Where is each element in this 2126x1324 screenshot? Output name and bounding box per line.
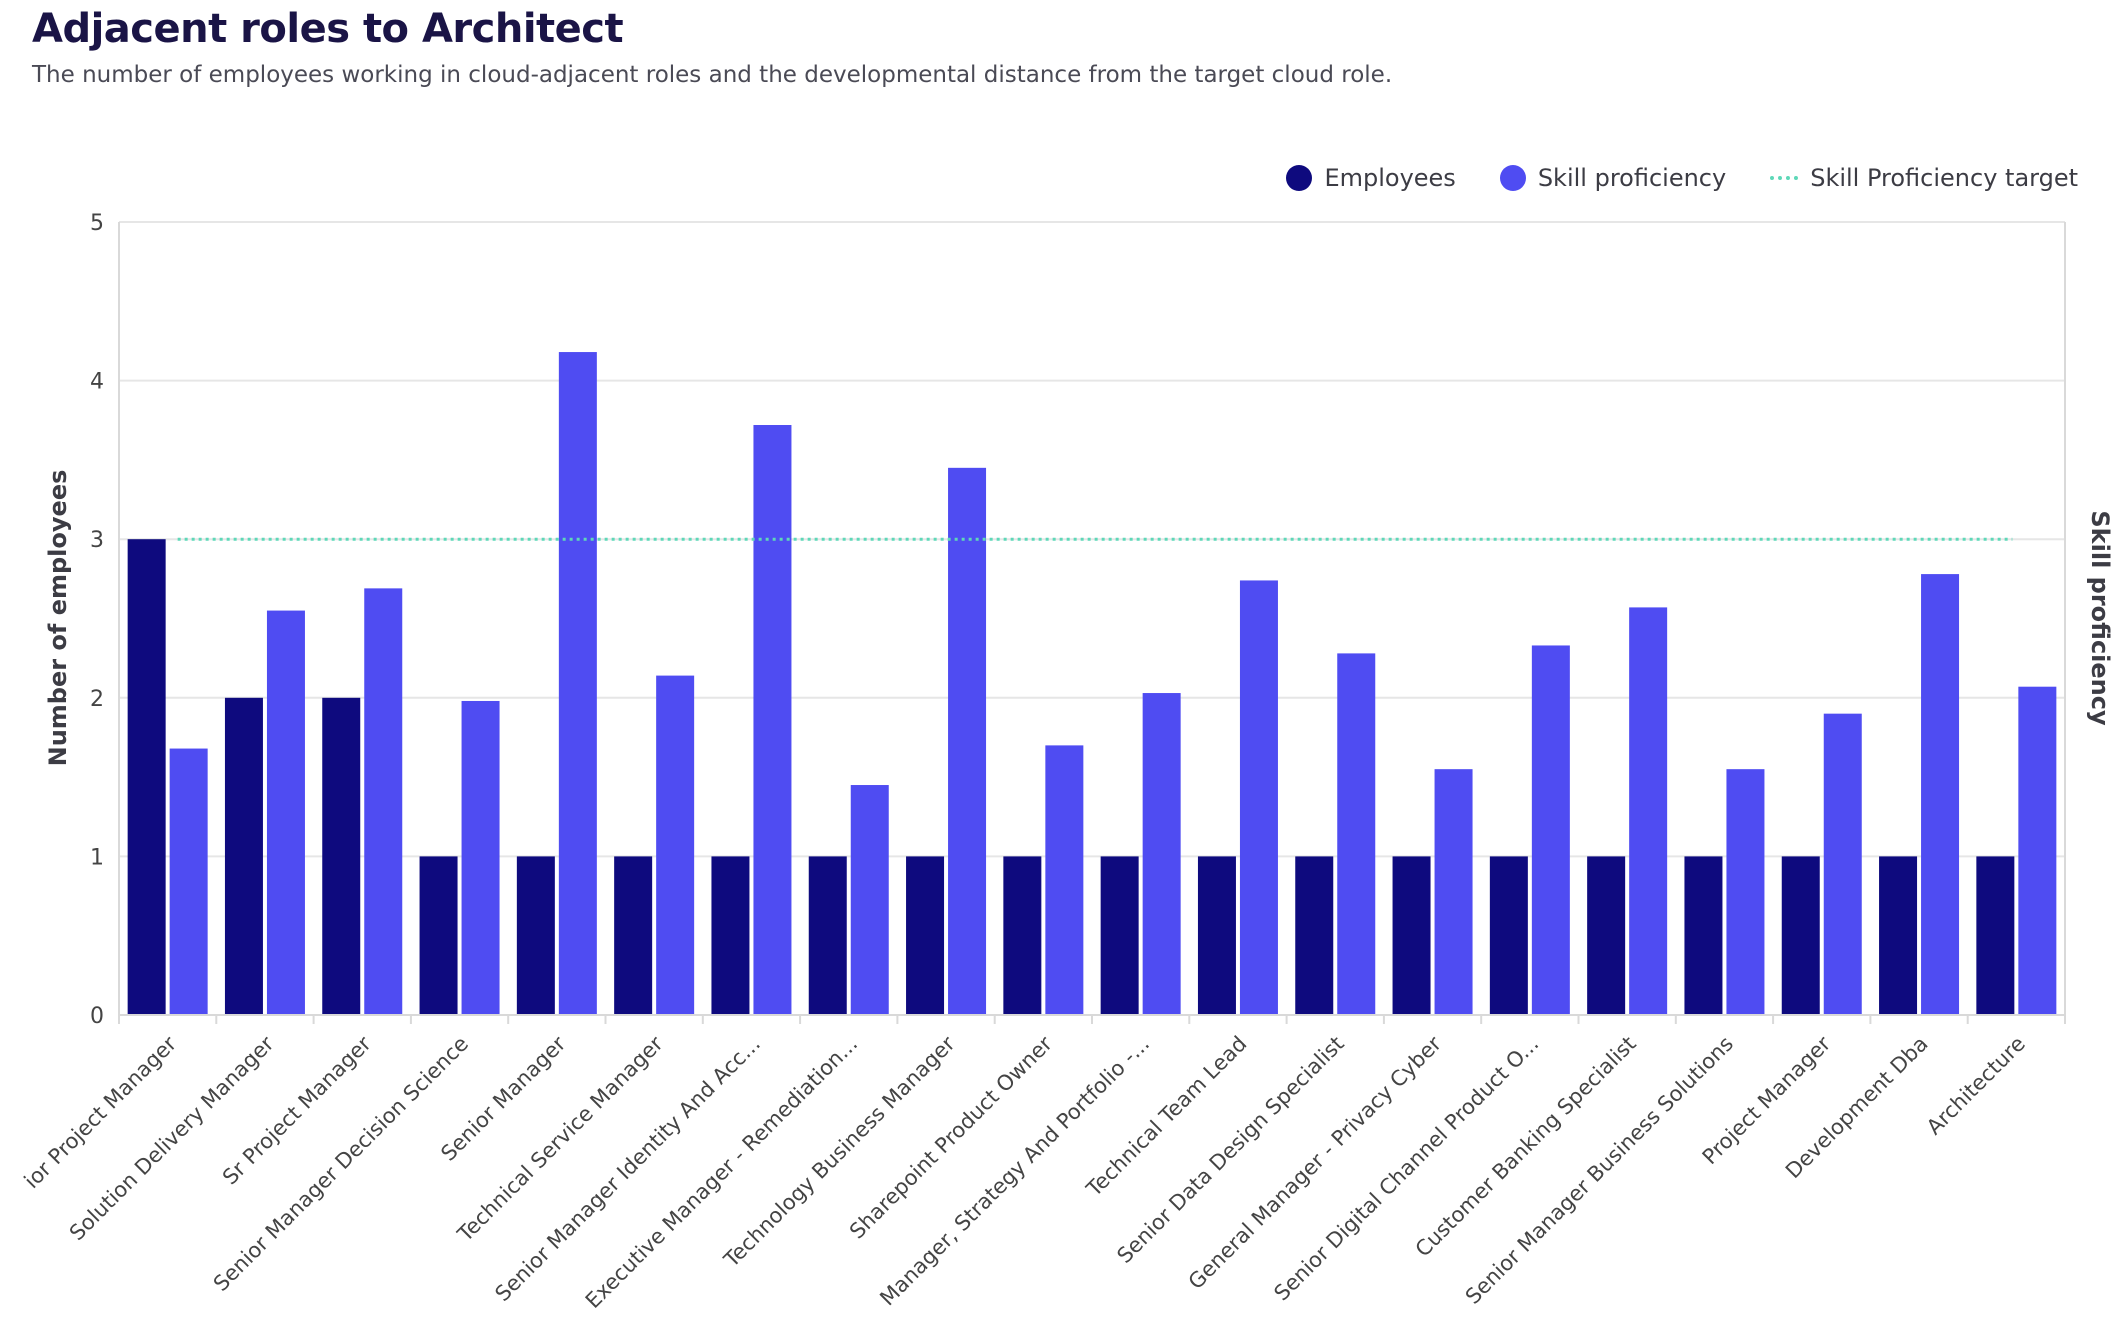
skill-proficiency-bar [1726, 769, 1765, 1015]
skill-proficiency-bar [850, 785, 889, 1015]
skill-proficiency-bar [1239, 580, 1278, 1015]
employees-bar [419, 856, 458, 1015]
x-tick-label: Technical Service Manager [452, 1031, 668, 1247]
y-tick-label: 1 [90, 845, 104, 870]
employees-bar [322, 697, 361, 1015]
employees-bar [1392, 856, 1431, 1015]
employees-bar [1100, 856, 1139, 1015]
employees-bar [1197, 856, 1236, 1015]
y-tick-label: 5 [90, 211, 104, 236]
skill-proficiency-bar [1337, 653, 1376, 1015]
employees-bar [1295, 856, 1334, 1015]
skill-proficiency-bar [266, 610, 305, 1015]
skill-proficiency-bar [364, 588, 403, 1015]
employees-swatch-icon [1286, 165, 1313, 191]
employees-bar [1587, 856, 1626, 1015]
legend-item-skill-proficiency[interactable]: Skill proficiency [1499, 164, 1727, 192]
legend-label-skill-proficiency: Skill proficiency [1537, 164, 1727, 192]
skill-proficiency-swatch-icon [1499, 165, 1526, 191]
skill-proficiency-bar [461, 700, 500, 1015]
y2-axis-title: Skill proficiency [2086, 510, 2114, 726]
x-tick-label: Technical Team Lead [1081, 1032, 1251, 1202]
skill-proficiency-bar [1823, 713, 1862, 1015]
x-tick-label: Sharepoint Product Owner [845, 1031, 1057, 1243]
legend-label-target: Skill Proficiency target [1810, 164, 2078, 192]
y-tick-label: 3 [90, 528, 104, 553]
employees-bar [1489, 856, 1528, 1015]
skill-proficiency-bar [948, 467, 987, 1016]
employees-bar [1976, 856, 2015, 1015]
skill-proficiency-bar [753, 425, 792, 1015]
skill-proficiency-bar [1434, 769, 1473, 1015]
dotted-line-swatch-icon [1770, 176, 1799, 180]
employees-bar [224, 697, 263, 1015]
x-tick-label: Solution Delivery Manager [65, 1031, 279, 1245]
chart-title: Adjacent roles to Architect [32, 6, 624, 52]
legend-item-employees[interactable]: Employees [1286, 164, 1456, 192]
employees-bar [1684, 856, 1723, 1015]
employees-bar [1003, 856, 1042, 1015]
skill-proficiency-bar [656, 675, 695, 1015]
skill-proficiency-bar [558, 352, 597, 1015]
skill-proficiency-bar [1921, 574, 1960, 1015]
skill-proficiency-bar [1531, 645, 1570, 1015]
employees-bar [127, 539, 166, 1015]
legend-label-employees: Employees [1324, 164, 1456, 192]
legend: Employees Skill proficiency Skill Profic… [1286, 164, 2078, 192]
employees-bar [808, 856, 847, 1015]
chart-subtitle: The number of employees working in cloud… [32, 62, 1393, 88]
employees-bar [711, 856, 750, 1015]
legend-item-target[interactable]: Skill Proficiency target [1770, 164, 2078, 192]
skill-proficiency-bar [1629, 607, 1668, 1015]
y-tick-label: 2 [90, 687, 104, 712]
x-tick-label: Architecture [1922, 1032, 2030, 1140]
skill-proficiency-bar [2018, 686, 2057, 1015]
employees-bar [516, 856, 555, 1015]
y-tick-label: 4 [90, 370, 104, 395]
employees-bar [906, 856, 945, 1015]
employees-bar [614, 856, 653, 1015]
y-axis-title: Number of employees [44, 470, 72, 767]
employees-bar [1781, 856, 1820, 1015]
skill-proficiency-bar [1045, 745, 1084, 1015]
employees-bar [1879, 856, 1918, 1015]
y-tick-label: 0 [90, 1004, 104, 1029]
skill-proficiency-bar [1142, 693, 1181, 1015]
skill-proficiency-bar [169, 748, 208, 1015]
